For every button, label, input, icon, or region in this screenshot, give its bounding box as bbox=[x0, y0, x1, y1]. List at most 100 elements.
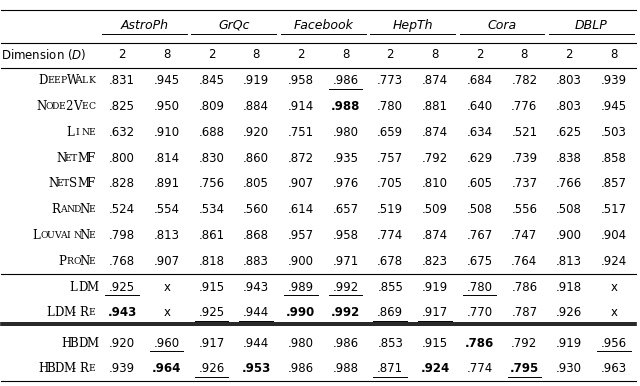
Text: .757: .757 bbox=[377, 152, 403, 165]
Text: .524: .524 bbox=[109, 203, 135, 216]
Text: .629: .629 bbox=[467, 152, 493, 165]
Text: .825: .825 bbox=[109, 100, 135, 113]
Text: 8: 8 bbox=[342, 48, 349, 61]
Text: Cora: Cora bbox=[488, 19, 516, 32]
Text: 2: 2 bbox=[476, 48, 483, 61]
Text: x: x bbox=[611, 306, 617, 319]
Text: .813: .813 bbox=[556, 255, 582, 268]
Text: .521: .521 bbox=[511, 126, 538, 139]
Text: R: R bbox=[80, 306, 88, 319]
Text: .900: .900 bbox=[288, 255, 314, 268]
Text: .989: .989 bbox=[288, 281, 314, 293]
Text: N: N bbox=[81, 128, 90, 137]
Text: L: L bbox=[67, 126, 74, 139]
Text: .930: .930 bbox=[556, 362, 582, 376]
Text: .770: .770 bbox=[467, 306, 493, 319]
Text: 2: 2 bbox=[565, 48, 573, 61]
Text: E: E bbox=[88, 205, 95, 214]
Text: .924: .924 bbox=[600, 255, 627, 268]
Text: .919: .919 bbox=[243, 74, 269, 87]
Text: L: L bbox=[46, 306, 54, 319]
Text: .874: .874 bbox=[422, 229, 448, 242]
Text: E: E bbox=[47, 76, 54, 85]
Text: D: D bbox=[52, 102, 59, 111]
Text: .737: .737 bbox=[511, 178, 538, 190]
Text: A: A bbox=[75, 76, 82, 85]
Text: .883: .883 bbox=[243, 255, 269, 268]
Text: T: T bbox=[71, 154, 77, 163]
Text: N: N bbox=[37, 100, 47, 113]
Text: D: D bbox=[54, 362, 64, 376]
Text: .992: .992 bbox=[331, 306, 360, 319]
Text: L: L bbox=[70, 281, 77, 293]
Text: D: D bbox=[73, 205, 81, 214]
Text: .871: .871 bbox=[377, 362, 403, 376]
Text: .855: .855 bbox=[378, 281, 403, 293]
Text: .640: .640 bbox=[467, 100, 493, 113]
Text: .924: .924 bbox=[420, 362, 449, 376]
Text: .810: .810 bbox=[422, 178, 448, 190]
Text: .943: .943 bbox=[108, 306, 137, 319]
Text: 2: 2 bbox=[387, 48, 394, 61]
Text: F: F bbox=[86, 178, 95, 190]
Text: .556: .556 bbox=[511, 203, 538, 216]
Text: Dimension ($D$): Dimension ($D$) bbox=[1, 47, 87, 62]
Text: .980: .980 bbox=[333, 126, 358, 139]
Text: x: x bbox=[163, 281, 170, 293]
Text: I: I bbox=[67, 231, 70, 240]
Text: .503: .503 bbox=[601, 126, 627, 139]
Text: N: N bbox=[48, 178, 58, 190]
Text: O: O bbox=[73, 257, 81, 266]
Text: E: E bbox=[88, 128, 95, 137]
Text: .517: .517 bbox=[601, 203, 627, 216]
Text: R: R bbox=[67, 257, 74, 266]
Text: 2: 2 bbox=[208, 48, 215, 61]
Text: .786: .786 bbox=[511, 281, 538, 293]
Text: .915: .915 bbox=[422, 337, 448, 350]
Text: D: D bbox=[39, 74, 48, 87]
Text: S: S bbox=[70, 178, 77, 190]
Text: .857: .857 bbox=[601, 178, 627, 190]
Text: .813: .813 bbox=[154, 229, 180, 242]
Text: .917: .917 bbox=[422, 306, 448, 319]
Text: .944: .944 bbox=[243, 337, 269, 350]
Text: .751: .751 bbox=[288, 126, 314, 139]
Text: .519: .519 bbox=[377, 203, 403, 216]
Text: x: x bbox=[611, 281, 617, 293]
Text: O: O bbox=[45, 102, 52, 111]
Text: .830: .830 bbox=[198, 152, 225, 165]
Text: .657: .657 bbox=[333, 203, 358, 216]
Text: M: M bbox=[86, 337, 99, 350]
Text: M: M bbox=[78, 152, 90, 165]
Text: D: D bbox=[78, 281, 87, 293]
Text: .773: .773 bbox=[377, 74, 403, 87]
Text: .809: .809 bbox=[198, 100, 225, 113]
Text: .986: .986 bbox=[333, 337, 358, 350]
Text: .868: .868 bbox=[243, 229, 269, 242]
Text: .625: .625 bbox=[556, 126, 582, 139]
Text: .920: .920 bbox=[243, 126, 269, 139]
Text: .560: .560 bbox=[243, 203, 269, 216]
Text: V: V bbox=[54, 231, 60, 240]
Text: F: F bbox=[86, 152, 95, 165]
Text: .904: .904 bbox=[601, 229, 627, 242]
Text: .874: .874 bbox=[422, 74, 448, 87]
Text: N: N bbox=[73, 231, 81, 240]
Text: .780: .780 bbox=[377, 100, 403, 113]
Text: .675: .675 bbox=[467, 255, 493, 268]
Text: D: D bbox=[54, 306, 64, 319]
Text: T: T bbox=[63, 179, 69, 188]
Text: .926: .926 bbox=[198, 362, 225, 376]
Text: .845: .845 bbox=[198, 74, 225, 87]
Text: 8: 8 bbox=[610, 48, 618, 61]
Text: .780: .780 bbox=[467, 281, 493, 293]
Text: .980: .980 bbox=[288, 337, 314, 350]
Text: E: E bbox=[58, 102, 65, 111]
Text: .925: .925 bbox=[109, 281, 135, 293]
Text: 8: 8 bbox=[521, 48, 528, 61]
Text: .915: .915 bbox=[198, 281, 225, 293]
Text: A: A bbox=[60, 231, 67, 240]
Text: .992: .992 bbox=[332, 281, 358, 293]
Text: .988: .988 bbox=[331, 100, 360, 113]
Text: .956: .956 bbox=[601, 337, 627, 350]
